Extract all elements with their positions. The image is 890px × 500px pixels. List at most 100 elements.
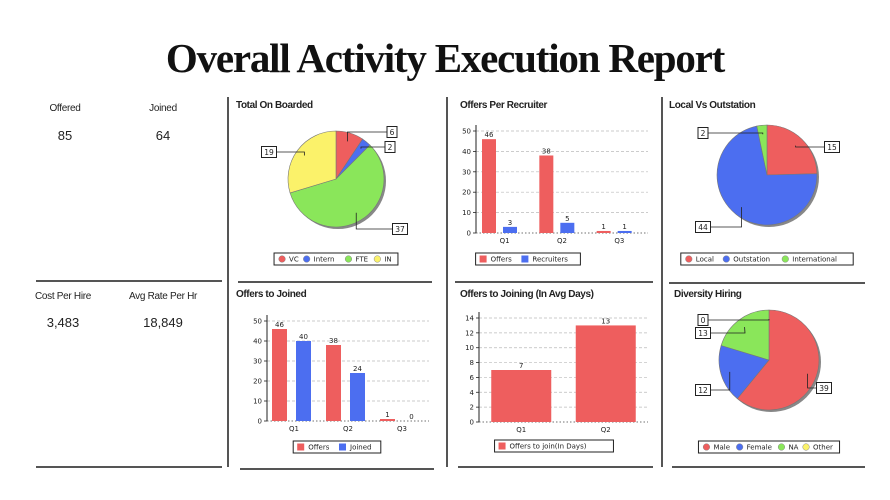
kpi-offered-value: 85 <box>57 128 73 143</box>
pie-callout-line <box>347 131 387 142</box>
pie-value-label: 6 <box>390 128 395 137</box>
legend-swatch <box>339 443 346 451</box>
legend-swatch <box>297 443 305 451</box>
y-tick-label: 12 <box>465 329 474 337</box>
pie-slice <box>716 125 818 226</box>
page-title: Overall Activity Execution Report <box>165 35 725 81</box>
bar-value-label: 1 <box>622 223 626 231</box>
pie-slice <box>289 144 385 228</box>
bar-value-label: 38 <box>542 147 551 155</box>
pie-callout-line <box>710 207 742 228</box>
legend-label: Other <box>813 444 833 452</box>
kpi-offered-label: Offered <box>49 103 81 114</box>
bar-value-label: 3 <box>508 219 512 227</box>
bar-value-label: 13 <box>601 317 610 325</box>
legend-swatch <box>303 255 311 263</box>
bar-value-label: 40 <box>299 333 308 341</box>
y-tick-label: 0 <box>467 230 471 238</box>
bar <box>296 341 311 421</box>
bar <box>617 230 632 233</box>
chart-legend: Offers Recruiters <box>475 252 581 266</box>
divider <box>36 280 222 282</box>
x-tick-label: Q1 <box>289 425 299 433</box>
legend-label: Intern <box>314 256 335 264</box>
bar <box>503 226 517 233</box>
pie-label-box <box>695 221 711 233</box>
y-tick-label: 40 <box>253 338 262 346</box>
pie-callout-line <box>710 371 731 391</box>
divider <box>238 281 432 283</box>
legend-label: NA <box>788 444 798 452</box>
pie-value-label: 19 <box>264 148 274 157</box>
y-tick-label: 50 <box>462 128 471 136</box>
legend-swatch <box>781 255 789 263</box>
bar <box>272 329 287 421</box>
x-tick-label: Q2 <box>557 237 567 245</box>
bar-value-label: 7 <box>519 362 523 370</box>
x-tick-label: Q2 <box>601 426 611 434</box>
bar <box>380 419 395 421</box>
x-tick-label: Q3 <box>614 237 624 245</box>
panel-title-offers-to-joined: Offers to Joined <box>236 289 307 300</box>
panel-title-offers-per-recruiter: Offers Per Recruiter <box>460 100 548 111</box>
legend-box <box>292 440 382 454</box>
y-tick-label: 30 <box>253 358 262 366</box>
diversity-hiring-pie-chart: 39 12 13 0 Male Female NA Other <box>695 309 841 454</box>
pie-callout-line <box>708 132 764 135</box>
pie-callout-line <box>710 327 746 334</box>
divider <box>458 466 653 468</box>
pie-value-label: 15 <box>827 143 837 152</box>
bar-value-label: 46 <box>485 131 494 139</box>
y-tick-label: 10 <box>462 209 471 217</box>
divider <box>240 468 434 470</box>
pie-value-label: 13 <box>698 329 708 338</box>
pie-callout-line <box>360 146 385 149</box>
panel-title-diversity-hiring: Diversity Hiring <box>674 289 742 300</box>
chart-legend: Offers Joined <box>292 440 382 454</box>
legend-swatch <box>736 443 744 451</box>
pie-label-box <box>695 327 711 339</box>
y-tick-label: 8 <box>470 359 474 367</box>
legend-label: International <box>792 256 837 264</box>
legend-label: Male <box>713 444 730 452</box>
legend-label: Offers to join(In Days) <box>510 443 587 451</box>
legend-label: FTE <box>355 256 368 264</box>
pie-label-box <box>384 141 396 153</box>
y-tick-label: 0 <box>470 419 474 427</box>
legend-box <box>494 439 614 453</box>
pie-label-box <box>392 223 408 235</box>
kpi-cost-per-hire-value: 3,483 <box>46 315 80 330</box>
legend-label: IN <box>384 256 391 264</box>
bar <box>575 325 636 422</box>
offers-to-joining-bar-chart: 0 2 4 6 8 10 12 14 7 Q1 13 Q2 Offers to join(In Days… <box>465 312 648 453</box>
legend-swatch <box>373 255 381 263</box>
bar <box>326 345 341 421</box>
pie-value-label: 39 <box>819 384 829 393</box>
y-tick-label: 4 <box>470 389 475 397</box>
pie-value-label: 2 <box>701 129 706 138</box>
legend-label: Local <box>696 256 714 264</box>
legend-label: Outstation <box>733 256 770 264</box>
legend-swatch <box>479 255 487 263</box>
y-tick-label: 0 <box>258 418 262 426</box>
chart-legend: VC Intern FTE IN <box>273 252 399 266</box>
pie-label-box <box>261 146 277 158</box>
chart-legend: Offers to join(In Days) <box>494 439 614 453</box>
bar-value-label: 38 <box>329 337 338 345</box>
bar-value-label: 24 <box>353 365 362 373</box>
pie-callout-line <box>795 145 825 148</box>
divider <box>672 466 865 468</box>
legend-box <box>680 252 854 266</box>
panel-title-local-vs-outstation: Local Vs Outstation <box>669 100 756 111</box>
legend-label: Offers <box>308 444 330 452</box>
y-tick-label: 6 <box>470 374 475 382</box>
pie-label-box <box>816 382 832 394</box>
legend-label: Female <box>747 444 772 452</box>
legend-swatch <box>521 255 529 263</box>
bar <box>596 230 611 233</box>
y-tick-label: 50 <box>253 318 262 326</box>
bar <box>539 155 554 233</box>
divider <box>455 281 653 283</box>
kpi-joined-label: Joined <box>149 103 177 114</box>
pie-label-box <box>824 141 840 153</box>
